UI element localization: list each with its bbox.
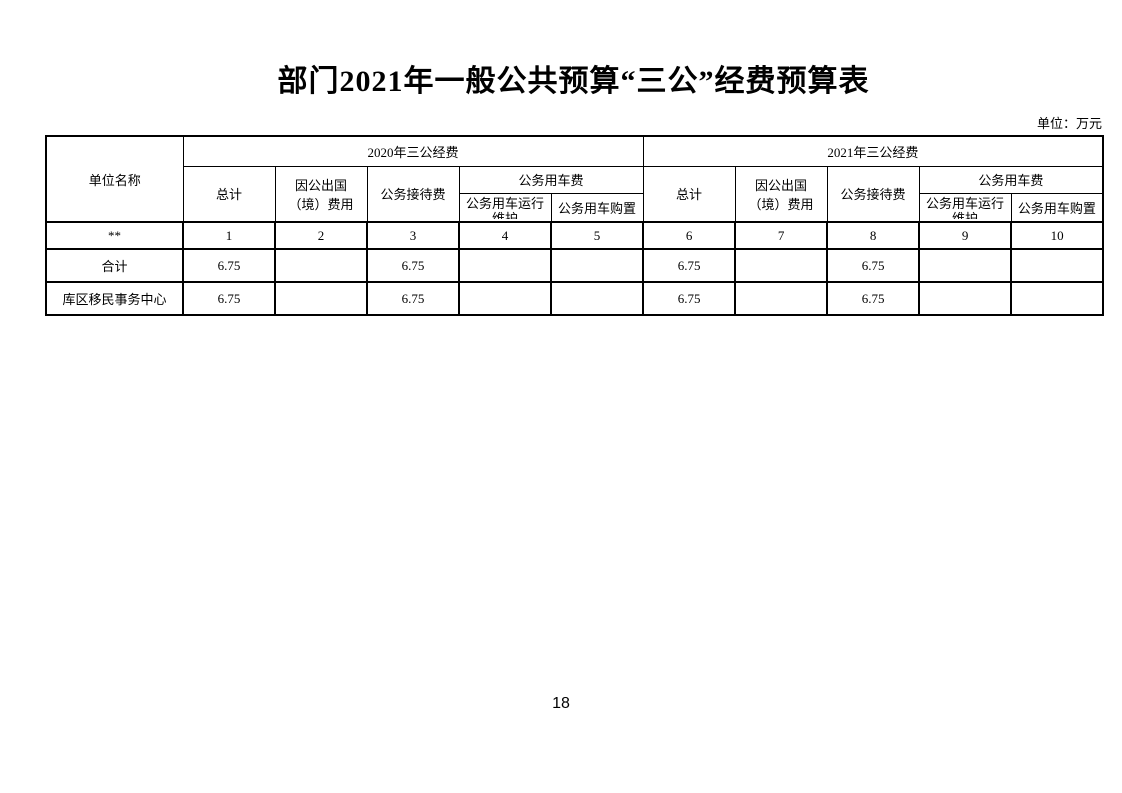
subheader-total-cell: 总计 <box>182 165 276 223</box>
column-number-cell: ** <box>45 221 184 250</box>
data-cell: 6.75 <box>366 281 460 316</box>
data-cell: 6.75 <box>642 281 737 316</box>
data-cell <box>1010 281 1105 316</box>
data-cell <box>274 281 368 316</box>
subheader-abroad-cell: 因公出国 （境）费用 <box>734 165 828 223</box>
data-cell <box>734 281 829 316</box>
budget-table: 单位名称 2020年三公经费 2021年三公经费 总计 因公出国 （境）费用 公… <box>45 135 1105 316</box>
data-cell <box>918 281 1013 316</box>
page-title: 部门2021年一般公共预算“三公”经费预算表 <box>277 65 870 98</box>
data-cell <box>274 248 368 283</box>
column-number-cell: 3 <box>366 221 460 250</box>
subheader-reception-cell: 公务接待费 <box>366 165 460 223</box>
subheader-vehicle-purchase-cell: 公务用车购置 <box>1010 192 1104 223</box>
column-number-cell: 5 <box>549 221 645 250</box>
subheader-vehicle-group-cell: 公务用车费 <box>458 165 644 194</box>
data-cell <box>734 248 829 283</box>
year-group-header-2021: 2021年三公经费 <box>642 135 1104 167</box>
data-cell <box>458 248 552 283</box>
year-group-header-2020: 2020年三公经费 <box>182 135 644 167</box>
subheader-vehicle-maintenance-cell: 公务用车运行 维护 <box>918 192 1012 223</box>
column-number-cell: 8 <box>826 221 921 250</box>
column-number-cell: 9 <box>918 221 1013 250</box>
subheader-vehicle-maintenance-cell: 公务用车运行 维护 <box>458 192 552 223</box>
data-cell: 6.75 <box>826 281 921 316</box>
data-cell: 6.75 <box>182 281 276 316</box>
column-number-cell: 1 <box>182 221 276 250</box>
column-number-cell: 4 <box>458 221 552 250</box>
row-label-cell: 合计 <box>45 248 184 283</box>
data-cell <box>918 248 1013 283</box>
column-number-cell: 10 <box>1010 221 1105 250</box>
data-cell: 6.75 <box>182 248 276 283</box>
data-cell <box>549 248 645 283</box>
column-number-cell: 6 <box>642 221 737 250</box>
page-number: 18 <box>552 695 570 712</box>
column-number-cell: 2 <box>274 221 368 250</box>
subheader-vehicle-maintenance-label: 公务用车运行 维护 <box>465 195 544 219</box>
unit-note: 单位：万元 <box>1036 116 1102 131</box>
data-cell <box>549 281 645 316</box>
column-number-cell: 7 <box>734 221 829 250</box>
row-label-cell: 库区移民事务中心 <box>45 281 184 316</box>
data-cell <box>1010 248 1105 283</box>
subheader-abroad-cell: 因公出国 （境）费用 <box>274 165 368 223</box>
subheader-vehicle-maintenance-label: 公务用车运行 维护 <box>926 195 1005 219</box>
corner-header-cell: 单位名称 <box>45 135 184 223</box>
data-cell: 6.75 <box>642 248 737 283</box>
data-cell: 6.75 <box>826 248 921 283</box>
subheader-reception-cell: 公务接待费 <box>826 165 920 223</box>
document-sheet: 部门2021年一般公共预算“三公”经费预算表 单位：万元 单位名称 2020年三… <box>45 0 1105 316</box>
subheader-vehicle-group-cell: 公务用车费 <box>918 165 1104 194</box>
subheader-total-cell: 总计 <box>642 165 736 223</box>
subheader-vehicle-purchase-cell: 公务用车购置 <box>550 192 644 223</box>
data-cell <box>458 281 552 316</box>
table-row: 库区移民事务中心 6.75 6.75 6.75 6.75 <box>45 281 1105 316</box>
data-cell: 6.75 <box>366 248 460 283</box>
table-row: 合计 6.75 6.75 6.75 6.75 <box>45 248 1105 283</box>
